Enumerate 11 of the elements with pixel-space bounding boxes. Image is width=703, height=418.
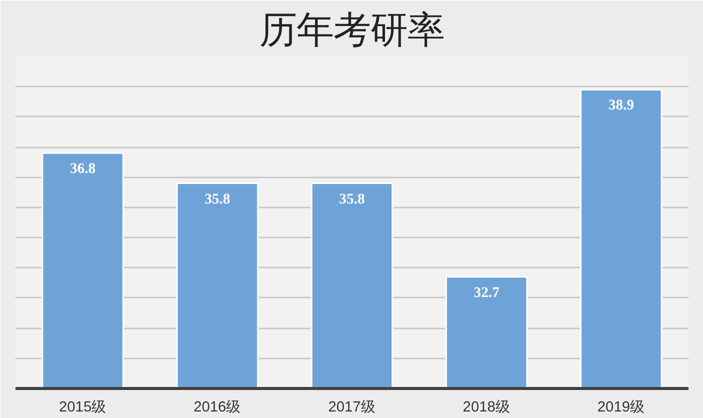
data-label: 32.7 [474,284,500,301]
x-tick-label: 2016级 [194,398,242,416]
data-label: 38.9 [608,98,634,114]
x-tick-label: 2019级 [597,398,646,416]
x-tick-label: 2018级 [462,398,510,416]
chart-title: 历年考研率 [260,8,444,52]
x-tick-label: 2017级 [328,398,376,416]
x-tick-label: 2015级 [59,398,107,416]
data-label: 36.8 [70,161,96,178]
data-label: 35.8 [339,191,365,208]
data-label: 35.8 [204,191,230,208]
